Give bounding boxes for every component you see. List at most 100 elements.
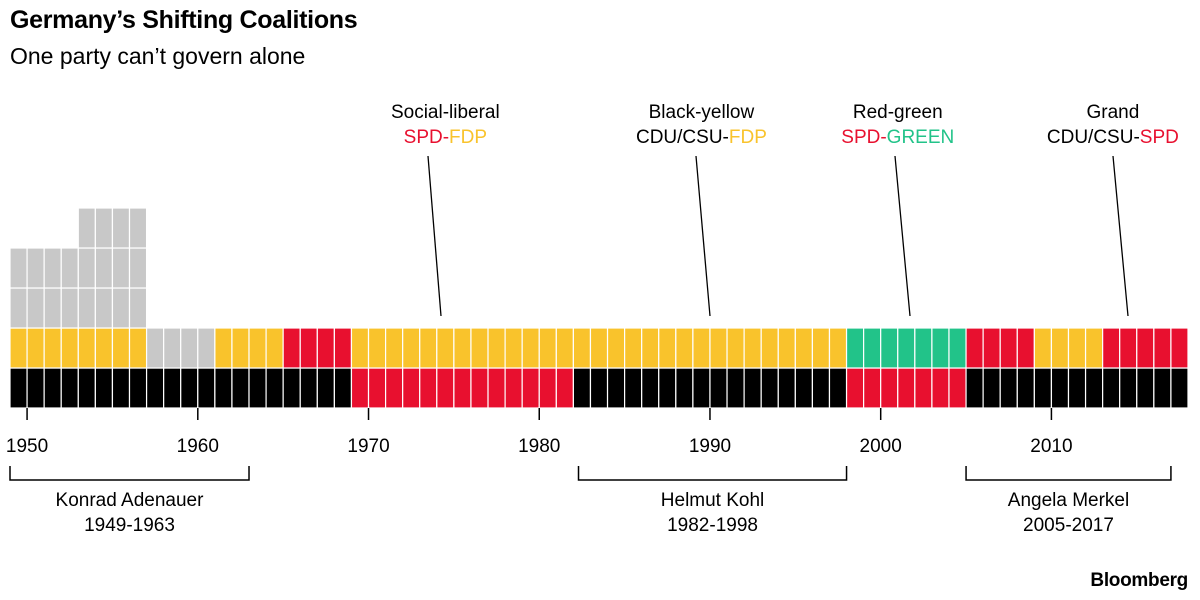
cell-spd-1979: [521, 367, 540, 409]
cell-fdp-1983: [589, 327, 609, 369]
bracket-konrad-adenauer: [9, 466, 250, 481]
cell-spd-1980: [538, 367, 557, 409]
coalition-cells: [9, 207, 1189, 409]
cell-cducsu-2015: [1136, 367, 1155, 409]
annotation-leader-line-2: [695, 155, 711, 317]
cell-fdp-1986: [641, 327, 660, 369]
cell-cducsu-1949: [9, 367, 28, 409]
cell-spd-1971: [384, 367, 404, 409]
cell-cducsu-1995: [794, 367, 814, 409]
cell-spd-2005: [965, 327, 984, 369]
cell-spd-1972: [402, 367, 421, 409]
cell-cducsu-1989: [692, 367, 711, 409]
cell-fdp-1994: [777, 327, 796, 369]
cell-spd-1969: [350, 367, 370, 409]
cell-cducsu-1986: [641, 367, 660, 409]
cell-fdp-1996: [811, 327, 831, 369]
cell-cducsu-2011: [1067, 367, 1087, 409]
cell-spd-2001: [897, 367, 916, 409]
cell-fdp-1970: [367, 327, 387, 369]
cell-fdp-1982: [572, 327, 592, 369]
cell-fdp-1961: [214, 327, 233, 369]
annotation-leader-line-1: [427, 155, 442, 317]
cell-spd-1975: [453, 367, 472, 409]
cell-spd-2002: [914, 367, 933, 409]
cell-green-1998: [845, 327, 865, 369]
annotation-red-green-parties: SPD-GREEN: [841, 127, 954, 148]
cell-green-2001: [897, 327, 916, 369]
cell-other-1960: [197, 327, 216, 369]
cell-spd-2007: [999, 327, 1018, 369]
cell-cducsu-1984: [606, 367, 626, 409]
cell-fdp-1981: [555, 327, 574, 369]
cell-spd-2013: [1102, 327, 1121, 369]
annotation-leader-line-3: [894, 155, 911, 317]
cell-cducsu-2005: [965, 367, 984, 409]
x-tick-label-2010: 2010: [1030, 436, 1072, 457]
cell-cducsu-2017: [1170, 367, 1189, 409]
cell-cducsu-1960: [197, 367, 216, 409]
cell-cducsu-1991: [726, 367, 745, 409]
cell-fdp-1991: [726, 327, 745, 369]
chancellor-konrad-adenauer-years: 1949-1963: [84, 515, 175, 536]
cell-green-2003: [931, 327, 950, 369]
cell-cducsu-1966: [299, 367, 318, 409]
cell-cducsu-1956: [128, 367, 148, 409]
cell-spd-2006: [982, 327, 1001, 369]
cell-cducsu-1967: [316, 367, 335, 409]
cell-spd-2016: [1153, 327, 1172, 369]
annotation-grand-parties: CDU/CSU-SPD: [1047, 127, 1179, 148]
cell-other-1950: [26, 247, 45, 289]
cell-fdp-1969: [350, 327, 370, 369]
cell-fdp-1953: [77, 327, 96, 369]
cell-other-1955: [111, 287, 131, 329]
annotation-black-yellow-label: Black-yellow: [649, 102, 755, 123]
cell-fdp-2010: [1050, 327, 1070, 369]
cell-fdp-1980: [538, 327, 557, 369]
cell-other-1954: [94, 247, 114, 289]
cell-fdp-1985: [624, 327, 643, 369]
cell-cducsu-1993: [760, 367, 779, 409]
cell-spd-2008: [1016, 327, 1035, 369]
cell-cducsu-1951: [43, 367, 62, 409]
cell-fdp-1974: [436, 327, 455, 369]
cell-cducsu-1996: [811, 367, 831, 409]
cell-fdp-1955: [111, 327, 131, 369]
cell-cducsu-1987: [658, 367, 677, 409]
cell-cducsu-1982: [572, 367, 592, 409]
chancellor-helmut-kohl-years: 1982-1998: [667, 515, 758, 536]
cell-fdp-1950: [26, 327, 45, 369]
cell-fdp-1988: [675, 327, 694, 369]
x-tick-label-1980: 1980: [518, 436, 560, 457]
cell-cducsu-1950: [26, 367, 45, 409]
cell-fdp-1973: [419, 327, 438, 369]
cell-cducsu-1954: [94, 367, 114, 409]
annotation-social-liberal-label: Social-liberal: [391, 102, 500, 123]
cell-other-1953: [77, 287, 96, 329]
x-tick-label-1970: 1970: [347, 436, 389, 457]
bracket-angela-merkel: [965, 466, 1172, 481]
annotation-grand-label: Grand: [1086, 102, 1139, 123]
cell-fdp-1977: [487, 327, 506, 369]
cell-cducsu-2012: [1084, 367, 1104, 409]
annotation-red-green-label: Red-green: [853, 102, 943, 123]
x-tick-label-1990: 1990: [689, 436, 731, 457]
cell-cducsu-2007: [999, 367, 1018, 409]
cell-other-1958: [163, 327, 182, 369]
cell-cducsu-2013: [1102, 367, 1121, 409]
annotation-social-liberal-parties: SPD-FDP: [404, 127, 487, 148]
cell-green-1999: [863, 327, 882, 369]
cell-fdp-1976: [470, 327, 489, 369]
cell-other-1955: [111, 247, 131, 289]
cell-other-1949: [9, 287, 28, 329]
cell-fdp-1987: [658, 327, 677, 369]
cell-fdp-1997: [828, 327, 848, 369]
chart-subtitle: One party can’t govern alone: [10, 43, 306, 69]
cell-fdp-1975: [453, 327, 472, 369]
cell-fdp-1952: [60, 327, 79, 369]
cell-other-1949: [9, 247, 28, 289]
cell-cducsu-2008: [1016, 367, 1035, 409]
cell-other-1953: [77, 207, 96, 249]
cell-cducsu-2016: [1153, 367, 1172, 409]
annotation-black-yellow-parties: CDU/CSU-FDP: [636, 127, 767, 148]
